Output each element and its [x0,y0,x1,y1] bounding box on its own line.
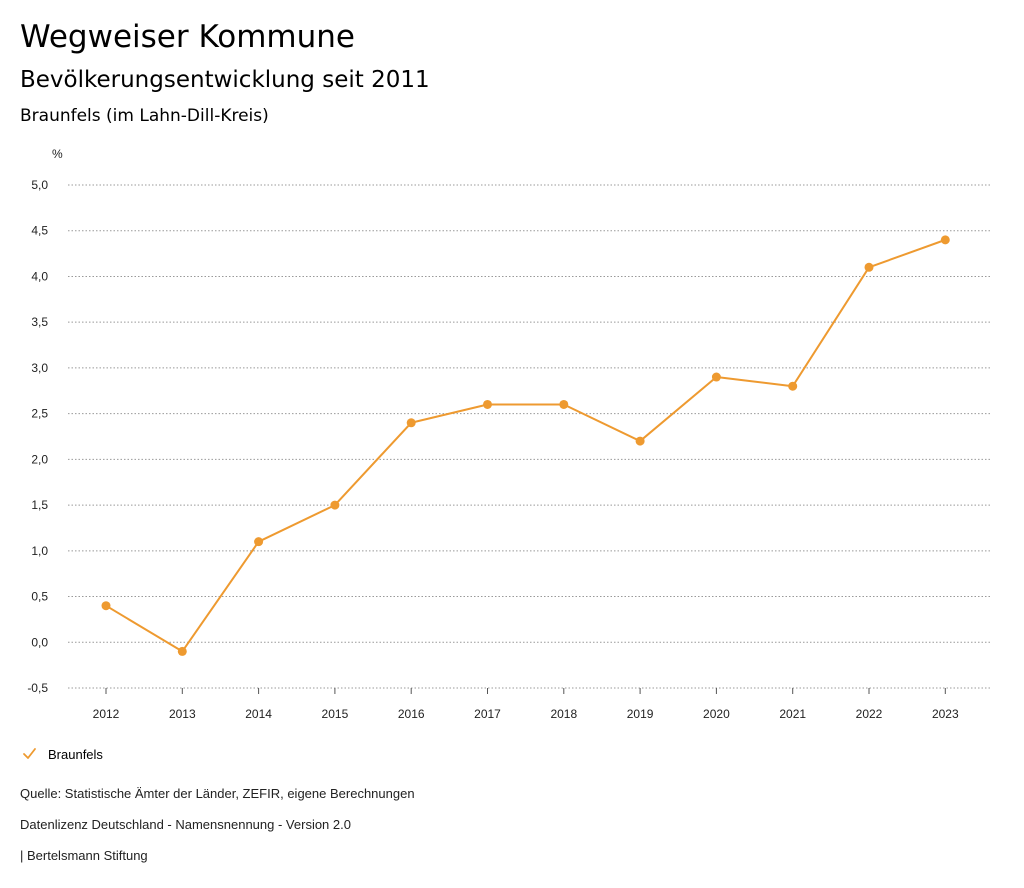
x-tick-label: 2021 [779,707,806,721]
chart-title: Wegweiser Kommune [20,19,355,55]
x-tick-label: 2016 [398,707,425,721]
y-tick-label: 3,5 [31,315,48,329]
x-tick-label: 2019 [627,707,654,721]
x-tick-label: 2015 [322,707,349,721]
legend-label: Braunfels [48,746,103,762]
x-tick-label: 2023 [932,707,959,721]
line-chart: % -0,5 0,0 0,5 1,0 1,5 2,0 2,5 3,0 3,5 4,0 4,5 5,0 20… [27,147,990,721]
y-tick-label: 5,0 [31,178,48,192]
data-point [559,399,569,409]
x-tick-label: 2012 [93,707,120,721]
data-point [940,235,950,245]
check-icon [23,748,36,759]
license-note[interactable]: Datenlizenz Deutschland - Namensnennung … [20,817,351,832]
x-tick-label: 2013 [169,707,196,721]
data-point [635,436,645,446]
data-point [101,601,111,611]
legend[interactable]: Braunfels [20,744,103,764]
y-tick-label: 1,5 [31,498,48,512]
y-tick-label: 2,5 [31,407,48,421]
y-tick-label: 4,5 [31,224,48,238]
data-point [711,372,721,382]
x-tick-label: 2022 [856,707,883,721]
series-line [105,238,946,653]
data-point [788,381,798,391]
chart-subtitle: Bevölkerungsentwicklung seit 2011 [20,67,430,93]
y-tick-label: 0,0 [31,635,48,649]
data-point [406,418,416,428]
y-tick-label: 0,5 [31,590,48,604]
x-tick-label: 2018 [550,707,577,721]
y-tick-label: 4,0 [31,269,48,283]
source-note: Quelle: Statistische Ämter der Länder, Z… [20,786,415,801]
data-point [330,500,340,510]
y-tick-label: 3,0 [31,361,48,375]
y-tick-label: 2,0 [31,452,48,466]
y-tick-label: 1,0 [31,544,48,558]
x-tick-label: 2020 [703,707,730,721]
y-tick-label: -0,5 [27,681,48,695]
data-point [483,399,492,409]
x-tick-label: 2017 [474,707,501,721]
data-point [177,646,187,656]
data-point [864,262,874,272]
x-tick-label: 2014 [245,707,272,721]
publisher-note[interactable]: | Bertelsmann Stiftung [20,848,148,863]
region-label: Braunfels (im Lahn-Dill-Kreis) [20,106,269,126]
y-axis-unit: % [52,147,63,161]
data-point [254,537,264,547]
